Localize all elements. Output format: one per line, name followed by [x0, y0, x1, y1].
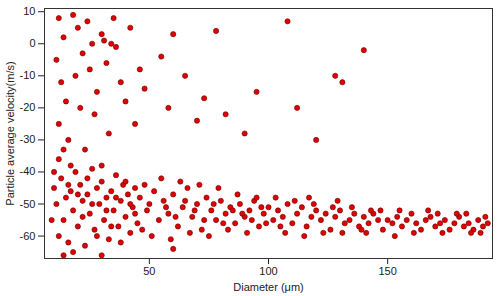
- svg-text:Diameter (μm): Diameter (μm): [233, 281, 304, 293]
- svg-text:-40: -40: [20, 165, 36, 177]
- svg-text:0: 0: [29, 37, 35, 49]
- svg-text:-60: -60: [20, 230, 36, 242]
- svg-text:100: 100: [259, 265, 277, 277]
- svg-text:150: 150: [378, 265, 396, 277]
- svg-text:-30: -30: [20, 133, 36, 145]
- svg-text:-50: -50: [20, 198, 36, 210]
- svg-text:-20: -20: [20, 101, 36, 113]
- svg-text:50: 50: [143, 265, 155, 277]
- svg-text:-10: -10: [20, 69, 36, 81]
- svg-text:10: 10: [23, 5, 35, 17]
- svg-text:Particle average velocity(m/s): Particle average velocity(m/s): [4, 61, 16, 205]
